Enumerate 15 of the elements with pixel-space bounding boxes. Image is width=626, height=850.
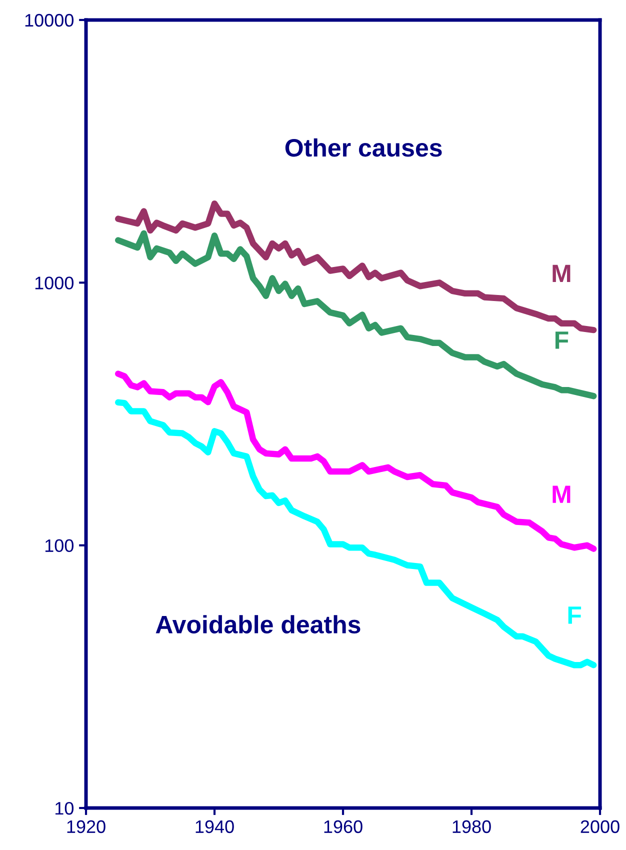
y-tick-label: 100 bbox=[45, 539, 74, 552]
x-tick-label: 1920 bbox=[67, 820, 106, 834]
series-label: M bbox=[552, 264, 570, 282]
x-tick-label: 1940 bbox=[196, 820, 234, 834]
x-tick-label: 1960 bbox=[324, 820, 362, 834]
y-tick-label: 10000 bbox=[25, 14, 74, 27]
annotation: Avoidable deaths bbox=[156, 615, 360, 634]
series-label: M bbox=[552, 486, 570, 503]
y-tick-label: 10 bbox=[56, 802, 74, 815]
y-tick-label: 1000 bbox=[35, 276, 74, 290]
series-label: F bbox=[568, 606, 582, 624]
x-tick-label: 1980 bbox=[452, 820, 491, 834]
annotation: Other causes bbox=[285, 138, 442, 157]
x-tick-label: 2000 bbox=[580, 820, 620, 834]
series-label: F bbox=[556, 332, 568, 349]
